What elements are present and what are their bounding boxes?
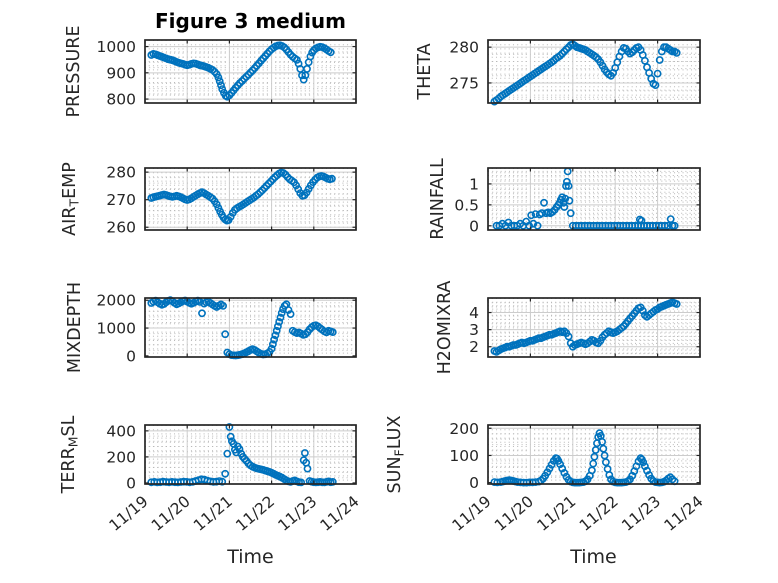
rainfall-ytick-label: 0 bbox=[469, 217, 479, 235]
tick-marks bbox=[144, 40, 357, 103]
tick-marks bbox=[487, 40, 701, 103]
minor-grid bbox=[145, 298, 356, 357]
major-grid bbox=[488, 425, 700, 484]
mixdepth-subplot: 0 1000 2000 MIXDEPTH bbox=[65, 282, 357, 373]
figure-title: Figure 3 medium bbox=[155, 9, 346, 33]
terr-msl-ylabel: TERRMSL bbox=[59, 415, 81, 494]
axes-box bbox=[144, 424, 357, 485]
xtick-label: 11/23 bbox=[618, 492, 664, 535]
terr-msl-series bbox=[147, 423, 337, 487]
terr-msl-ytick-label: 0 bbox=[126, 474, 136, 492]
minor-grid bbox=[488, 168, 700, 230]
tick-marks bbox=[487, 168, 701, 230]
xtick-label: 11/19 bbox=[106, 492, 152, 535]
air-temp-ytick-label: 280 bbox=[106, 164, 136, 182]
sun-flux-series bbox=[490, 429, 679, 487]
xtick-label: 11/22 bbox=[576, 492, 622, 535]
minor-grid bbox=[145, 168, 356, 230]
pressure-ytick-label: 800 bbox=[106, 91, 136, 109]
tick-marks bbox=[144, 168, 357, 230]
theta-series bbox=[490, 40, 681, 106]
h2omixra-ytick-label: 2 bbox=[469, 338, 479, 356]
xtick-label: 11/24 bbox=[317, 492, 363, 535]
xtick-label: 11/22 bbox=[232, 492, 278, 535]
rainfall-ytick-label: 0.5 bbox=[454, 196, 479, 214]
xtick-label: 11/20 bbox=[491, 492, 537, 535]
axes-box bbox=[487, 39, 701, 104]
rainfall-ylabel: RAINFALL bbox=[428, 158, 448, 240]
sun-flux-ylabel: SUNFLUX bbox=[385, 416, 407, 494]
h2omixra-series bbox=[490, 298, 681, 356]
xtick-label: 11/20 bbox=[148, 492, 194, 535]
axes-box bbox=[487, 424, 701, 485]
mixdepth-ylabel: MIXDEPTH bbox=[65, 282, 85, 373]
theta-ytick-label: 275 bbox=[449, 74, 479, 92]
xtick-label: 11/23 bbox=[275, 492, 321, 535]
rainfall-subplot: 0 0.5 1 RAINFALL bbox=[428, 158, 701, 240]
air-temp-ytick-label: 260 bbox=[106, 219, 136, 237]
air-temp-subplot: 260 270 280 AIRTEMP bbox=[60, 162, 357, 237]
h2omixra-ytick-label: 4 bbox=[469, 304, 479, 322]
xtick-label: 11/19 bbox=[449, 492, 495, 535]
h2omixra-ylabel: H2OMIXRA bbox=[435, 281, 455, 375]
sun-flux-ytick-label: 200 bbox=[449, 420, 479, 438]
tick-marks bbox=[144, 425, 357, 484]
sun-flux-subplot: 0 100 200 SUNFLUX 11/1911/2011/2111/2211/231… bbox=[385, 416, 707, 535]
sun-flux-ytick-label: 100 bbox=[449, 447, 479, 465]
terr-msl-ytick-label: 200 bbox=[106, 448, 136, 466]
terr-msl-subplot: 0 200 400 TERRMSL 11/1911/2011/2111/2211/231… bbox=[59, 415, 363, 534]
theta-ytick-label: 280 bbox=[449, 39, 479, 57]
terr-msl-ytick-label: 400 bbox=[106, 422, 136, 440]
theta-ylabel: THETA bbox=[415, 43, 435, 100]
theta-subplot: 275 280 THETA bbox=[415, 39, 701, 106]
pressure-ylabel: PRESSURE bbox=[64, 25, 84, 117]
x-axis-label-right: Time bbox=[570, 546, 617, 568]
mixdepth-ytick-label: 0 bbox=[126, 347, 136, 365]
tick-marks bbox=[487, 425, 701, 484]
minor-grid bbox=[145, 425, 356, 484]
air-temp-series bbox=[147, 168, 336, 225]
tick-marks bbox=[487, 298, 701, 357]
rainfall-ytick-label: 1 bbox=[469, 175, 479, 193]
pressure-series bbox=[147, 41, 335, 101]
xtick-label: 11/24 bbox=[661, 492, 707, 535]
axes-box bbox=[487, 297, 701, 358]
mixdepth-ytick-label: 2000 bbox=[97, 292, 136, 310]
pressure-subplot: 800 900 1000 PRESSURE bbox=[64, 25, 357, 118]
rainfall-series bbox=[492, 167, 679, 230]
axes-box bbox=[487, 167, 701, 231]
x-axis-label-left: Time bbox=[227, 546, 274, 568]
mixdepth-series bbox=[147, 296, 337, 360]
h2omixra-subplot: 234 H2OMIXRA bbox=[435, 281, 701, 375]
air-temp-ylabel: AIRTEMP bbox=[60, 162, 82, 236]
h2omixra-ytick-label: 3 bbox=[469, 321, 479, 339]
air-temp-ytick-label: 270 bbox=[106, 191, 136, 209]
xtick-label: 11/21 bbox=[534, 492, 580, 535]
mixdepth-ytick-label: 1000 bbox=[97, 320, 136, 338]
pressure-ytick-label: 1000 bbox=[97, 38, 136, 56]
tick-marks bbox=[144, 298, 357, 357]
axes-box bbox=[144, 167, 357, 231]
pressure-ytick-label: 900 bbox=[106, 64, 136, 82]
xtick-label: 11/21 bbox=[190, 492, 236, 535]
axes-box bbox=[144, 39, 357, 104]
sun-flux-ytick-label: 0 bbox=[469, 474, 479, 492]
